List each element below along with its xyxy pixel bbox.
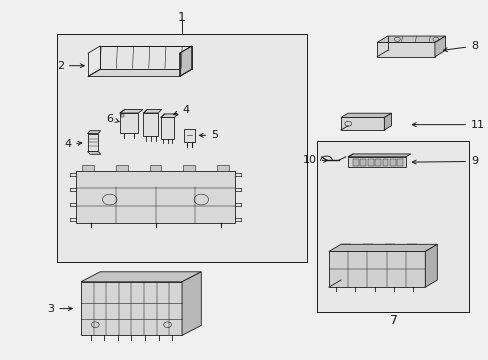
Text: 4: 4: [173, 105, 189, 115]
Bar: [116, 165, 127, 171]
Polygon shape: [100, 46, 191, 69]
Bar: [362, 244, 372, 249]
Bar: [347, 157, 405, 167]
Bar: [95, 291, 106, 300]
Bar: [384, 244, 394, 249]
Bar: [57, 33, 306, 262]
Bar: [149, 165, 161, 171]
Bar: [165, 291, 176, 300]
Bar: [352, 159, 358, 166]
Polygon shape: [425, 244, 436, 287]
Bar: [120, 113, 138, 133]
Text: 2: 2: [57, 61, 84, 71]
Text: 9: 9: [411, 157, 477, 166]
Bar: [389, 159, 395, 166]
Bar: [374, 159, 380, 166]
Polygon shape: [340, 113, 391, 117]
Bar: [109, 291, 120, 300]
Polygon shape: [328, 244, 436, 251]
Bar: [340, 117, 384, 130]
Bar: [397, 159, 403, 166]
Polygon shape: [182, 272, 201, 336]
Bar: [137, 291, 148, 300]
Bar: [82, 165, 94, 171]
Bar: [143, 113, 158, 136]
Bar: [76, 171, 235, 223]
Bar: [376, 42, 434, 57]
Bar: [161, 117, 174, 139]
Text: 10: 10: [302, 156, 327, 165]
Text: 11: 11: [411, 120, 484, 130]
Bar: [367, 159, 373, 166]
Polygon shape: [87, 152, 101, 154]
Bar: [100, 46, 191, 69]
Polygon shape: [376, 36, 445, 42]
Polygon shape: [434, 36, 445, 57]
Text: 7: 7: [389, 314, 397, 327]
Bar: [217, 165, 228, 171]
Text: 4: 4: [64, 139, 81, 149]
Bar: [382, 159, 387, 166]
Text: 1: 1: [178, 11, 185, 24]
Polygon shape: [88, 69, 191, 76]
Polygon shape: [384, 113, 391, 130]
Polygon shape: [143, 109, 162, 113]
Polygon shape: [81, 272, 201, 282]
Text: 5: 5: [199, 130, 218, 140]
Bar: [316, 141, 468, 312]
Bar: [87, 134, 98, 152]
Text: 3: 3: [47, 303, 72, 314]
Bar: [123, 291, 134, 300]
Bar: [340, 244, 350, 249]
Text: 8: 8: [443, 41, 477, 51]
Bar: [328, 251, 425, 287]
Polygon shape: [347, 154, 410, 157]
Polygon shape: [120, 109, 142, 113]
Polygon shape: [81, 282, 182, 336]
Bar: [406, 244, 416, 249]
Polygon shape: [179, 46, 191, 76]
Polygon shape: [161, 114, 178, 117]
Bar: [183, 165, 195, 171]
Polygon shape: [87, 131, 101, 134]
Bar: [151, 291, 162, 300]
Bar: [121, 114, 124, 117]
Bar: [183, 129, 194, 142]
Text: 6: 6: [106, 113, 119, 123]
Bar: [360, 159, 366, 166]
